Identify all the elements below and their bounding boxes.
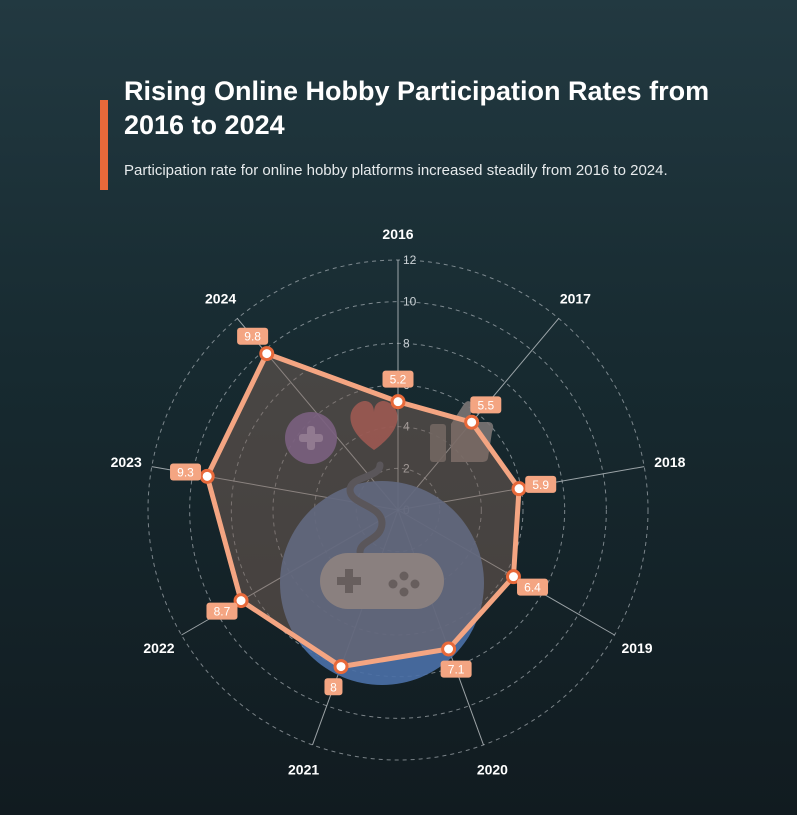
radial-tick-label: 12 (403, 253, 417, 267)
chart-title: Rising Online Hobby Participation Rates … (124, 76, 710, 140)
data-label-bg (525, 475, 557, 493)
data-point[interactable] (464, 414, 480, 430)
data-label: 5.5 (477, 398, 494, 412)
data-label: 5.2 (390, 373, 407, 387)
data-label-bg (382, 370, 414, 388)
data-label-bg (206, 602, 238, 620)
data-label: 9.3 (177, 466, 194, 480)
chart-subtitle: Participation rate for online hobby plat… (124, 162, 668, 179)
data-label-bg (517, 578, 549, 596)
data-label-bg (237, 327, 269, 345)
data-label: 8.7 (214, 605, 231, 619)
category-label: 2022 (143, 640, 174, 656)
category-label: 2018 (654, 454, 685, 470)
data-label: 8 (330, 680, 337, 694)
data-label-bg (170, 463, 202, 481)
data-point[interactable] (199, 468, 215, 484)
data-point[interactable] (441, 641, 457, 657)
title-accent-bar (100, 100, 108, 190)
data-point[interactable] (511, 481, 527, 497)
grid-circle (189, 301, 607, 719)
data-label: 7.1 (448, 663, 465, 677)
category-label: 2023 (111, 454, 142, 470)
data-point[interactable] (259, 346, 275, 362)
category-label: 2017 (560, 291, 591, 307)
data-label-bg (470, 396, 502, 414)
data-label-bg (440, 660, 472, 678)
data-point[interactable] (333, 659, 349, 675)
category-label: 2019 (621, 640, 652, 656)
data-label-bg (324, 678, 343, 696)
data-point[interactable] (390, 394, 406, 410)
data-point[interactable] (233, 593, 249, 609)
series-line (204, 351, 522, 670)
data-point[interactable] (505, 569, 521, 585)
series-area (207, 353, 520, 667)
radial-tick-label: 10 (403, 295, 417, 309)
data-label: 9.8 (244, 330, 261, 344)
category-label: 2016 (382, 226, 413, 242)
series-participation-rate: 5.2 5.5 5.9 6.4 7.1 8 8.7 9.3 9.8 (170, 327, 557, 696)
category-label: 2020 (477, 761, 508, 777)
axis-labels: 2016 2017 2018 2019 2020 2021 2022 2023 2024 (111, 226, 686, 777)
data-label: 5.9 (532, 478, 549, 492)
radial-tick-label: 8 (403, 336, 410, 350)
category-label: 2021 (288, 761, 319, 777)
data-label: 6.4 (524, 581, 541, 595)
category-label: 2024 (205, 291, 236, 307)
